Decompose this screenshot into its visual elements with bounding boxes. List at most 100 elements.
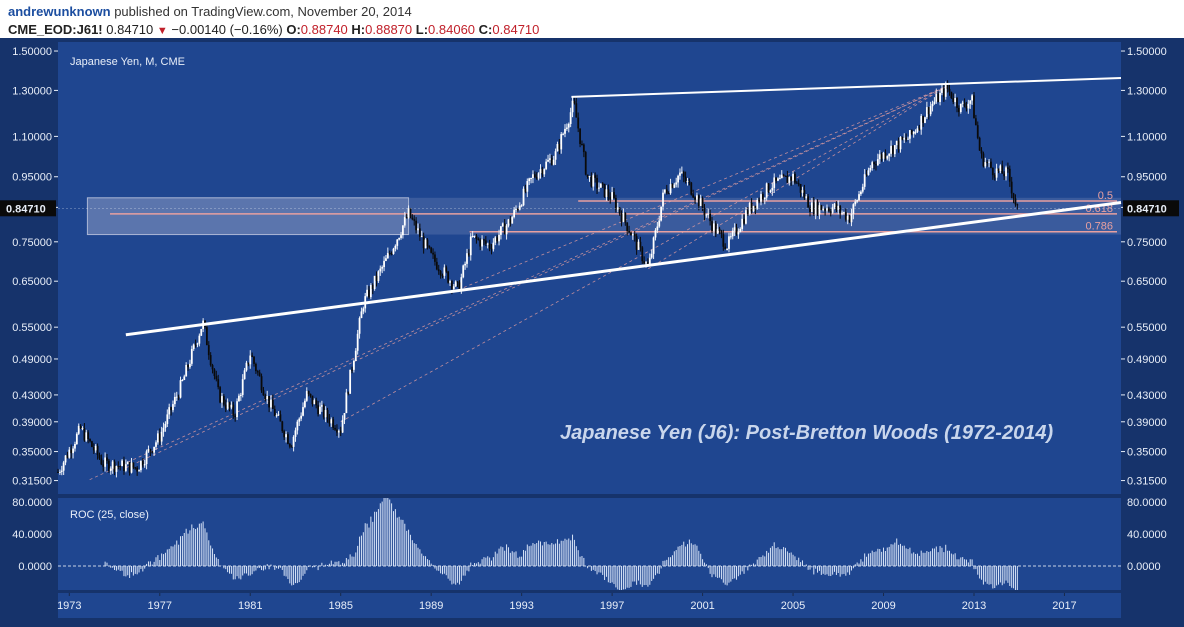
candle[interactable] — [353, 360, 355, 370]
candle[interactable] — [573, 100, 576, 104]
resistance-trendline[interactable] — [571, 76, 1122, 98]
candle[interactable] — [675, 182, 678, 185]
candle[interactable] — [905, 137, 908, 140]
candle[interactable] — [467, 253, 470, 256]
candle[interactable] — [833, 203, 836, 208]
candle[interactable] — [386, 252, 389, 259]
candle[interactable] — [590, 175, 593, 187]
candle[interactable] — [599, 183, 602, 188]
candle[interactable] — [826, 208, 828, 211]
candle[interactable] — [345, 392, 348, 414]
candle[interactable] — [109, 468, 112, 471]
candle[interactable] — [622, 213, 625, 222]
candle[interactable] — [518, 205, 521, 210]
candle[interactable] — [613, 192, 615, 198]
candle[interactable] — [961, 102, 964, 104]
candle[interactable] — [745, 210, 747, 224]
candle[interactable] — [869, 168, 872, 171]
candle[interactable] — [686, 180, 689, 182]
candle[interactable] — [639, 241, 642, 248]
candle[interactable] — [786, 175, 789, 183]
candle[interactable] — [733, 227, 736, 231]
candle[interactable] — [420, 236, 423, 238]
candle[interactable] — [407, 208, 410, 218]
candle[interactable] — [618, 207, 621, 214]
candle[interactable] — [140, 460, 142, 471]
candle[interactable] — [933, 101, 936, 104]
candle[interactable] — [969, 100, 972, 104]
candle[interactable] — [337, 430, 340, 433]
candle[interactable] — [424, 239, 427, 249]
candle[interactable] — [720, 230, 723, 235]
candle[interactable] — [875, 164, 877, 166]
candle[interactable] — [778, 178, 781, 180]
candle[interactable] — [925, 107, 928, 118]
candle[interactable] — [515, 209, 517, 211]
candle[interactable] — [575, 103, 578, 118]
candle[interactable] — [1001, 165, 1004, 174]
candle[interactable] — [330, 419, 333, 424]
candle[interactable] — [873, 162, 875, 165]
candle[interactable] — [302, 407, 304, 416]
candle[interactable] — [232, 404, 235, 416]
candle[interactable] — [763, 197, 766, 200]
candle[interactable] — [569, 112, 572, 124]
candle[interactable] — [428, 245, 431, 248]
candle[interactable] — [305, 391, 308, 401]
candle[interactable] — [400, 235, 402, 238]
candle[interactable] — [820, 205, 823, 211]
candle[interactable] — [637, 241, 640, 250]
candle[interactable] — [524, 188, 527, 192]
candle[interactable] — [62, 462, 65, 471]
candle[interactable] — [543, 169, 546, 175]
candle[interactable] — [577, 117, 580, 129]
candle[interactable] — [172, 404, 174, 411]
candle[interactable] — [268, 396, 270, 408]
candle[interactable] — [217, 379, 220, 388]
candle[interactable] — [488, 243, 491, 249]
candle[interactable] — [79, 425, 82, 429]
candle[interactable] — [856, 200, 859, 202]
candle[interactable] — [809, 207, 811, 212]
candle[interactable] — [271, 399, 274, 409]
candle[interactable] — [814, 201, 817, 215]
candle[interactable] — [671, 184, 674, 188]
candle[interactable] — [909, 130, 911, 139]
candle[interactable] — [728, 236, 730, 249]
candle[interactable] — [876, 159, 879, 166]
candle[interactable] — [752, 205, 755, 212]
candle[interactable] — [978, 137, 981, 151]
candle[interactable] — [922, 115, 925, 123]
candle[interactable] — [1010, 181, 1013, 194]
candle[interactable] — [1012, 193, 1015, 199]
candle[interactable] — [777, 178, 779, 181]
candle[interactable] — [360, 311, 363, 319]
candle[interactable] — [375, 275, 378, 282]
candle[interactable] — [679, 172, 681, 176]
candle[interactable] — [156, 433, 159, 443]
candle[interactable] — [645, 262, 647, 264]
candle[interactable] — [596, 177, 598, 189]
candle[interactable] — [999, 165, 1002, 171]
candle[interactable] — [688, 180, 691, 183]
candle[interactable] — [422, 236, 425, 249]
candle[interactable] — [121, 460, 123, 467]
candle[interactable] — [319, 406, 321, 415]
candle[interactable] — [709, 213, 712, 222]
candle[interactable] — [684, 176, 687, 182]
candle[interactable] — [737, 232, 740, 235]
candle[interactable] — [411, 217, 414, 220]
candle[interactable] — [731, 230, 734, 237]
candle[interactable] — [426, 239, 429, 246]
candle[interactable] — [680, 171, 683, 173]
candle[interactable] — [405, 217, 408, 219]
candle[interactable] — [541, 169, 544, 175]
time-axis[interactable] — [58, 593, 1121, 618]
candle[interactable] — [692, 194, 695, 198]
candle[interactable] — [228, 402, 231, 408]
candle[interactable] — [356, 333, 359, 351]
candle[interactable] — [126, 462, 129, 465]
candle[interactable] — [418, 228, 421, 237]
candle[interactable] — [394, 245, 397, 249]
candle[interactable] — [74, 444, 76, 449]
